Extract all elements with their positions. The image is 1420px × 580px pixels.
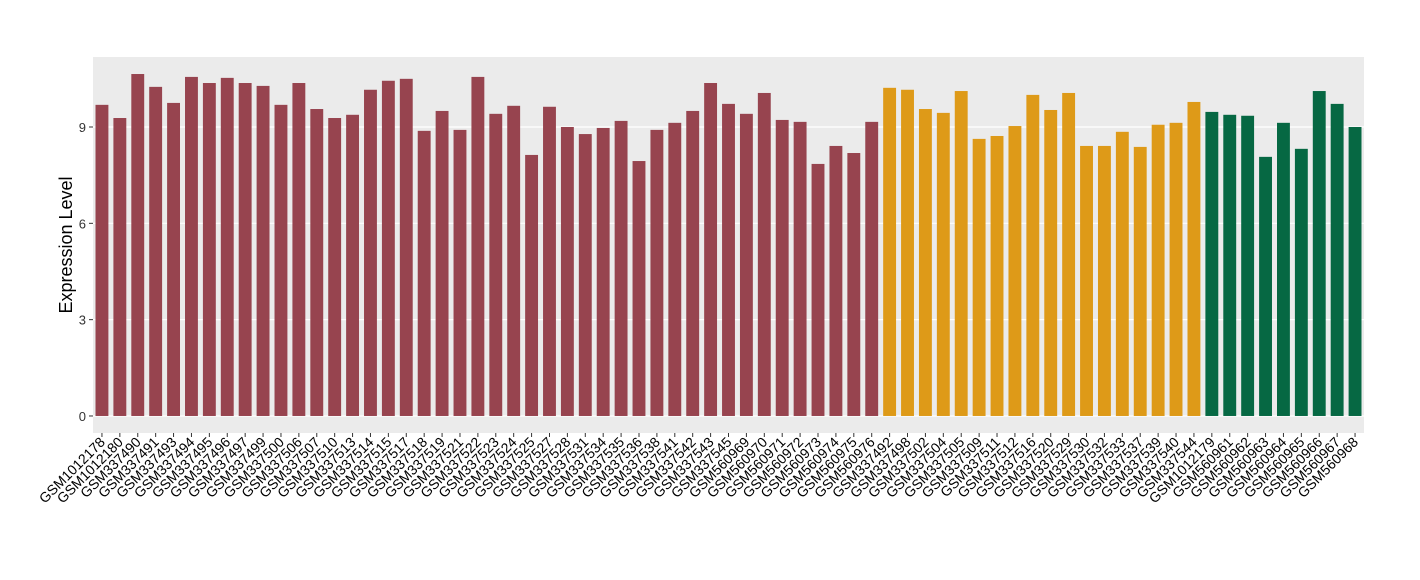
bar — [292, 83, 306, 416]
y-tick-label: 3 — [79, 313, 86, 328]
bar — [364, 89, 377, 416]
bar — [399, 78, 413, 416]
bar — [220, 77, 234, 416]
bar — [1312, 91, 1326, 416]
bar — [1259, 156, 1272, 416]
bar — [668, 122, 682, 416]
y-tick-label: 6 — [79, 216, 86, 231]
bar — [739, 113, 753, 416]
bar — [274, 104, 288, 416]
bar — [972, 138, 986, 416]
bar — [936, 112, 950, 416]
bar — [901, 89, 914, 416]
bar — [1330, 103, 1344, 416]
bar — [847, 153, 861, 416]
bar — [328, 118, 342, 416]
bar — [632, 161, 646, 416]
bar — [1169, 122, 1183, 416]
bar — [507, 105, 521, 416]
bar — [417, 130, 431, 416]
bar — [560, 126, 574, 416]
bar — [310, 109, 324, 416]
bar — [918, 109, 932, 416]
bar — [883, 87, 897, 416]
bar — [381, 80, 395, 416]
bar — [1133, 146, 1147, 416]
bar — [238, 83, 252, 416]
bar — [1348, 126, 1362, 416]
bar — [149, 86, 163, 416]
bar — [829, 145, 843, 416]
bar — [650, 129, 664, 416]
y-axis-title: Expression Level — [56, 176, 76, 313]
bar — [1044, 109, 1058, 416]
bar — [686, 110, 700, 416]
bar — [1205, 111, 1219, 416]
bar — [435, 110, 449, 416]
bar — [471, 76, 485, 416]
bar — [1294, 148, 1308, 416]
bar — [1223, 114, 1237, 416]
bar — [990, 135, 1004, 416]
bar — [614, 120, 628, 416]
bar — [954, 91, 968, 416]
bar — [865, 121, 879, 416]
bar — [596, 127, 610, 416]
bar — [489, 113, 503, 416]
bar — [704, 83, 718, 416]
bar — [578, 134, 592, 416]
bar — [525, 154, 539, 416]
bar — [1008, 126, 1022, 416]
bar — [1026, 94, 1040, 416]
bar — [256, 85, 270, 416]
bar — [1241, 115, 1255, 416]
bar — [453, 129, 467, 416]
bar — [543, 106, 556, 416]
bar — [95, 104, 109, 416]
bar — [775, 119, 789, 416]
y-tick-label: 0 — [79, 409, 86, 424]
bar — [1276, 122, 1290, 416]
bar — [167, 102, 181, 416]
bar — [722, 103, 735, 416]
bar — [1080, 145, 1093, 416]
bar — [131, 74, 145, 416]
bar — [1062, 92, 1076, 416]
bar — [1187, 101, 1201, 416]
bar — [185, 76, 198, 416]
bar — [346, 114, 360, 416]
bar — [1151, 124, 1165, 416]
bar — [202, 83, 216, 416]
bar — [1097, 145, 1111, 416]
bar — [757, 92, 771, 416]
bar — [793, 121, 807, 416]
bar — [811, 163, 825, 416]
y-tick-label: 9 — [79, 120, 86, 135]
bar — [1115, 131, 1129, 416]
bar — [113, 118, 127, 416]
